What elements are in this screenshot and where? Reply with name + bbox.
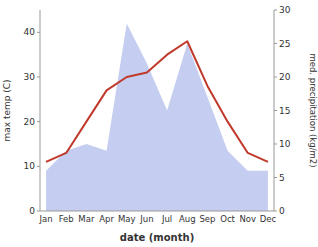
y2-tick-label: 30 [279, 5, 291, 15]
y-tick [37, 121, 40, 122]
plot-area [46, 23, 268, 211]
y2-tick [274, 177, 277, 178]
x-tick-label: Mar [78, 214, 95, 224]
x-tick-label: Jan [38, 214, 52, 224]
x-tick-label: Apr [99, 214, 114, 224]
y2-tick-label: 10 [279, 139, 291, 149]
precipitation-area [46, 23, 268, 211]
y-tick-label: 40 [24, 27, 36, 37]
y2-tick-label: 15 [279, 106, 290, 116]
y-tick [37, 211, 40, 212]
chart: 0 10 20 30 40 0 5 10 15 20 25 30 Jan Feb Mar Apr MayJun J… [0, 0, 318, 247]
y-tick [37, 166, 40, 167]
y2-tick [274, 10, 277, 11]
y-tick-label: 10 [24, 161, 36, 171]
y2-tick-label: 20 [279, 72, 291, 82]
x-tick-label: May [118, 214, 136, 224]
y-tick [37, 77, 40, 78]
left-axis-line [40, 10, 41, 211]
x-tick-label: Oct [220, 214, 235, 224]
x-axis-line [40, 211, 274, 212]
y2-tick [274, 110, 277, 111]
x-tick-label: Aug [179, 214, 196, 224]
y2-tick [274, 211, 277, 212]
y-tick-label: 20 [24, 117, 36, 127]
y-tick-label: 30 [24, 72, 36, 82]
x-tick-label: Feb [59, 214, 74, 224]
y2-axis-label: med. precipitation (kg/m2) [308, 53, 318, 167]
y2-tick-label: 0 [279, 206, 285, 216]
y2-tick [274, 144, 277, 145]
temperature-line [46, 41, 268, 162]
x-axis-label: date (month) [120, 232, 194, 243]
y2-tick-label: 5 [279, 173, 285, 183]
y-axis-label: max temp (C) [2, 79, 12, 141]
x-tick-label: Jul [161, 214, 172, 224]
x-tick-label: Nov [239, 214, 256, 224]
y-tick-label: 0 [29, 206, 35, 216]
y2-tick [274, 43, 277, 44]
x-tick-label: Dec [260, 214, 277, 224]
x-tick-label: Sep [199, 214, 215, 224]
y-tick [37, 32, 40, 33]
y2-tick [274, 77, 277, 78]
y2-tick-label: 25 [279, 39, 290, 49]
x-tick-label: Jun [139, 214, 153, 224]
